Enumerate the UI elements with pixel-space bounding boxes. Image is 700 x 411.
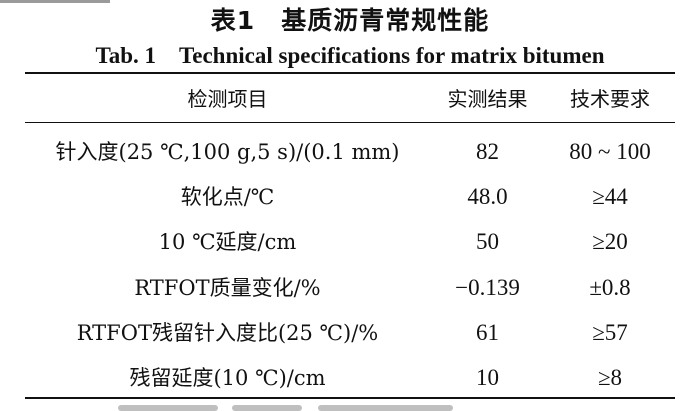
row-softening-point-item: 软化点/℃	[180, 184, 275, 209]
row-ductility-requirement: ≥20	[592, 229, 628, 255]
table-title-english: Tab. 1 Technical specifications for matr…	[95, 43, 605, 68]
row-rtfot-penetration-ratio-result: 61	[476, 319, 499, 345]
cropped-text-bottom	[318, 405, 453, 411]
row-rtfot-mass-change-result: −0.139	[455, 274, 520, 300]
cropped-text-top	[0, 0, 110, 3]
table-bottom-rule	[25, 397, 675, 399]
table-title-chinese: 表1 基质沥青常规性能	[210, 6, 490, 35]
header-test-item: 检测项目	[187, 87, 268, 111]
row-ductility-item: 10 ℃延度/cm	[158, 230, 297, 255]
header-measured-result: 实测结果	[447, 87, 528, 111]
row-softening-point-result: 48.0	[467, 183, 508, 209]
row-penetration-item: 针入度(25 ℃,100 g,5 s)/(0.1 mm)	[55, 139, 400, 164]
table-top-rule	[25, 72, 675, 74]
cropped-text-bottom	[118, 405, 218, 411]
row-residual-ductility-item: 残留延度(10 ℃)/cm	[129, 366, 326, 391]
row-penetration-result: 82	[476, 138, 499, 164]
row-rtfot-mass-change-item: RTFOT质量变化/%	[134, 275, 321, 300]
cropped-text-bottom	[232, 405, 302, 411]
row-ductility-result: 50	[476, 229, 499, 255]
header-technical-requirement: 技术要求	[570, 87, 650, 111]
row-rtfot-mass-change-requirement: ±0.8	[589, 274, 631, 300]
row-penetration-requirement: 80 ~ 100	[569, 138, 651, 164]
row-residual-ductility-result: 10	[476, 365, 499, 391]
table-header-rule	[25, 122, 675, 123]
table-body: 针入度(25 ℃,100 g,5 s)/(0.1 mm) 82 80 ~ 100…	[25, 129, 675, 401]
row-rtfot-penetration-ratio-requirement: ≥57	[592, 319, 628, 345]
row-softening-point-requirement: ≥44	[592, 183, 628, 209]
row-residual-ductility-requirement: ≥8	[597, 365, 623, 391]
table-header-row: 检测项目 实测结果 技术要求	[25, 78, 675, 120]
row-rtfot-penetration-ratio-item: RTFOT残留针入度比(25 ℃)/%	[76, 320, 379, 345]
